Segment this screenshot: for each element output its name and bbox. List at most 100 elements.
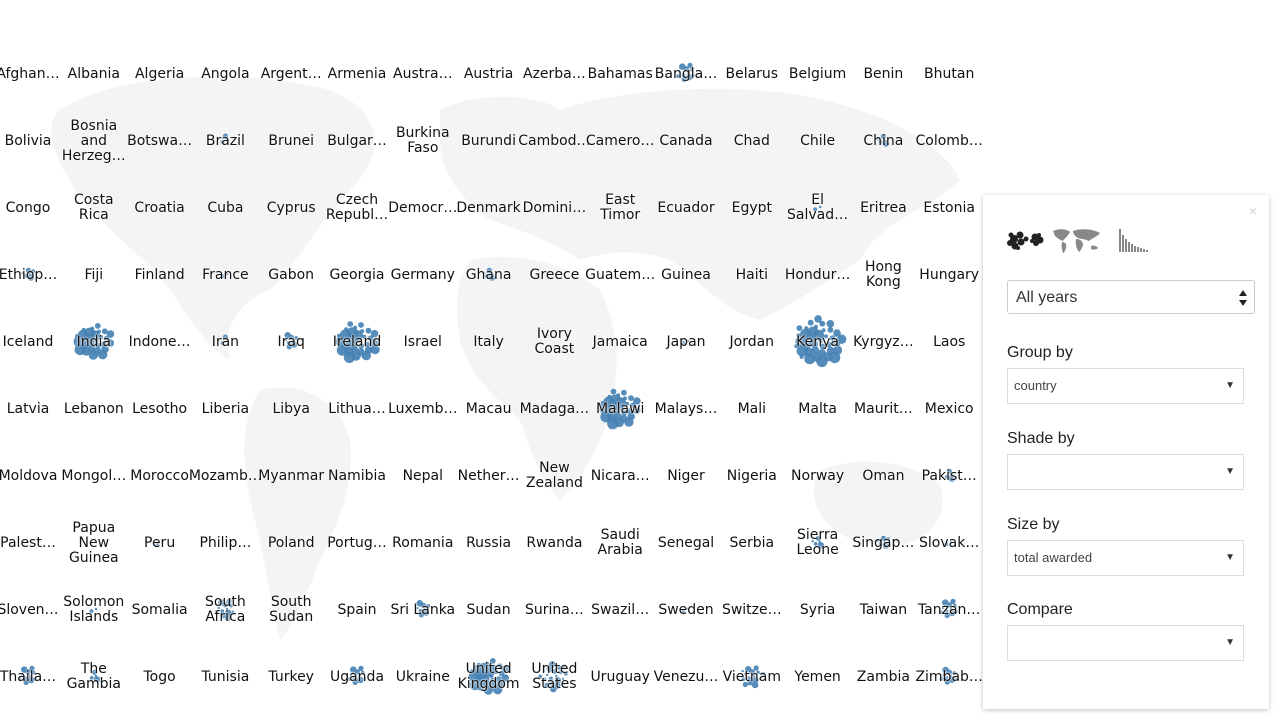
country-cell[interactable]: Myanmar [258, 442, 324, 509]
country-cell[interactable]: Russia [456, 509, 522, 576]
grant-bubble[interactable] [942, 673, 945, 677]
grant-bubble[interactable] [89, 676, 94, 680]
grant-bubble[interactable] [600, 411, 612, 423]
grant-bubble[interactable] [488, 274, 495, 281]
country-cell[interactable]: Greece [521, 241, 587, 308]
grant-bubble[interactable] [226, 339, 229, 343]
grant-bubble[interactable] [416, 606, 419, 610]
country-cell[interactable]: Mali [719, 375, 785, 442]
grant-bubble[interactable] [563, 682, 566, 685]
country-cell[interactable]: Liberia [192, 375, 258, 442]
grant-bubble[interactable] [955, 610, 959, 613]
country-cell[interactable]: Niger [653, 442, 719, 509]
country-cell[interactable]: Ghana [456, 241, 522, 308]
grant-bubble[interactable] [220, 274, 225, 279]
grant-bubble[interactable] [284, 332, 292, 339]
grant-bubble[interactable] [879, 140, 883, 144]
country-cell[interactable]: Bulgar… [324, 107, 390, 174]
country-cell[interactable]: Togo [127, 643, 193, 710]
grant-bubble[interactable] [94, 607, 97, 611]
bar-chart-view-icon[interactable] [1117, 225, 1153, 255]
country-cell[interactable]: Uganda [324, 643, 390, 710]
country-cell[interactable]: The Gambia [61, 643, 127, 710]
grant-bubble[interactable] [220, 475, 225, 479]
grant-bubble[interactable] [941, 606, 945, 610]
grant-bubble[interactable] [361, 350, 371, 361]
grant-bubble[interactable] [34, 677, 38, 680]
grant-bubble[interactable] [599, 403, 611, 415]
country-cell[interactable]: Algeria [127, 40, 193, 107]
grant-bubble[interactable] [562, 677, 565, 681]
country-cell[interactable]: Afghan… [0, 40, 61, 107]
grant-bubble[interactable] [632, 406, 641, 414]
country-cell[interactable]: Solomon Islands [61, 576, 127, 643]
shade-by-dropdown[interactable]: ▼ [1007, 454, 1244, 490]
country-cell[interactable]: Mongol… [61, 442, 127, 509]
grant-bubble[interactable] [352, 676, 357, 681]
grant-bubble[interactable] [815, 355, 828, 368]
grant-bubble[interactable] [225, 614, 232, 621]
country-cell[interactable]: Malawi [587, 375, 653, 442]
grant-bubble[interactable] [681, 73, 686, 78]
grant-bubble[interactable] [836, 334, 846, 344]
country-cell[interactable]: Rwanda [521, 509, 587, 576]
grant-bubble[interactable] [944, 676, 949, 680]
grant-bubble[interactable] [807, 319, 814, 326]
grant-bubble[interactable] [232, 610, 235, 613]
grant-bubble[interactable] [544, 682, 550, 688]
grant-bubble[interactable] [610, 388, 617, 395]
country-cell[interactable]: Zimbab… [915, 643, 983, 710]
country-cell[interactable]: Burkina Faso [390, 107, 456, 174]
grant-bubble[interactable] [752, 674, 756, 678]
country-cell[interactable]: Czech Republ… [324, 174, 390, 241]
country-cell[interactable]: Ireland [324, 308, 390, 375]
country-cell[interactable]: Denmark [456, 174, 522, 241]
grant-bubble[interactable] [751, 681, 759, 689]
grant-bubble[interactable] [218, 599, 225, 606]
country-cell[interactable]: Bolivia [0, 107, 61, 174]
grant-bubble[interactable] [948, 475, 956, 482]
grant-bubble[interactable] [692, 74, 696, 77]
country-cell[interactable]: Iraq [258, 308, 324, 375]
country-cell[interactable]: Tanzan… [916, 576, 982, 643]
country-cell[interactable]: Poland [258, 509, 324, 576]
grant-bubble[interactable] [760, 671, 765, 676]
grant-bubble[interactable] [796, 325, 802, 331]
grant-bubble[interactable] [94, 342, 101, 349]
grant-bubble[interactable] [370, 329, 379, 338]
grant-bubble[interactable] [543, 669, 546, 672]
grant-bubble[interactable] [29, 665, 35, 671]
country-cell[interactable]: Bahamas [587, 40, 653, 107]
grant-bubble[interactable] [686, 71, 690, 75]
country-cell[interactable]: Namibia [324, 442, 390, 509]
grant-bubble[interactable] [942, 666, 950, 674]
country-cell[interactable]: China [850, 107, 916, 174]
grant-bubble[interactable] [364, 341, 371, 348]
grant-bubble[interactable] [942, 599, 949, 606]
grant-bubble[interactable] [360, 329, 365, 334]
grant-bubble[interactable] [818, 320, 825, 327]
grant-bubble[interactable] [826, 320, 834, 328]
grant-bubble[interactable] [496, 663, 503, 670]
grant-bubble[interactable] [294, 336, 299, 340]
grant-bubble[interactable] [483, 685, 493, 695]
country-cell[interactable]: Zambia [850, 643, 916, 710]
grant-bubble[interactable] [367, 335, 374, 342]
grant-bubble[interactable] [160, 540, 163, 544]
country-cell[interactable]: Switze… [719, 576, 785, 643]
grant-bubble[interactable] [23, 679, 29, 685]
country-cell[interactable]: Gabon [258, 241, 324, 308]
grant-bubble[interactable] [681, 76, 687, 82]
country-cell[interactable]: Democr… [388, 174, 457, 241]
grant-bubble[interactable] [687, 62, 693, 68]
grant-bubble[interactable] [679, 63, 686, 70]
grant-bubble[interactable] [81, 327, 86, 332]
grant-bubble[interactable] [628, 395, 635, 401]
country-cell[interactable]: Armenia [324, 40, 390, 107]
grant-bubble[interactable] [357, 674, 361, 678]
country-cell[interactable]: Colomb… [916, 107, 983, 174]
country-cell[interactable]: Finland [127, 241, 193, 308]
grant-bubble[interactable] [493, 670, 498, 674]
grant-bubble[interactable] [74, 334, 79, 339]
country-cell[interactable]: Thaila… [0, 643, 61, 710]
